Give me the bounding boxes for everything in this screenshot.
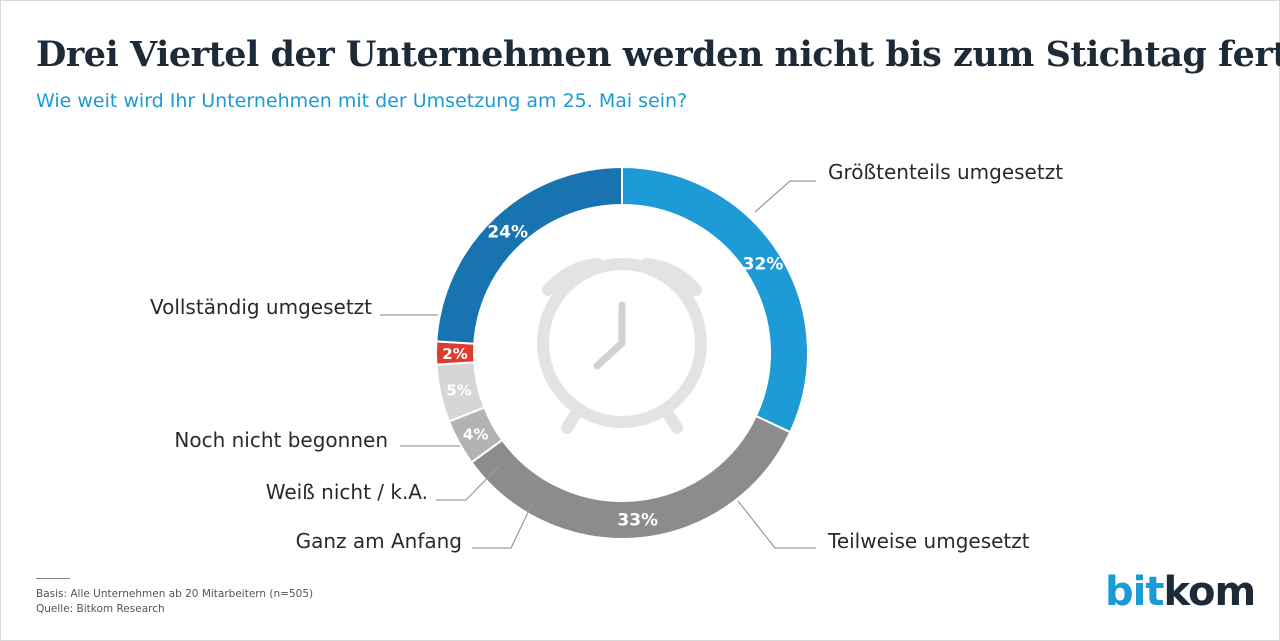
slice-vollstaendig-umgesetzt (435, 165, 623, 345)
chart-title: Drei Viertel der Unternehmen werden nich… (36, 34, 1280, 75)
value-label-teilweise-umgesetzt: 33% (617, 510, 658, 530)
logo-part-bit: bit (1105, 569, 1164, 615)
value-label-vollstaendig-umgesetzt: 24% (487, 222, 528, 242)
category-label-vollstaendig-umgesetzt: Vollständig umgesetzt (150, 295, 372, 319)
category-label-ganz-am-anfang: Ganz am Anfang (296, 529, 462, 553)
footer-rule (36, 578, 70, 579)
category-label-weiss-nicht-k-a: Weiß nicht / k.A. (266, 480, 428, 504)
bitkom-logo: bitkom (1105, 569, 1256, 615)
value-label-ganz-am-anfang: 4% (463, 425, 488, 443)
value-label-weiss-nicht-k-a: 5% (446, 381, 471, 399)
slice-groesstenteils-umgesetzt (621, 165, 809, 434)
category-label-teilweise-umgesetzt: Teilweise umgesetzt (827, 529, 1030, 553)
alarm-clock-icon (537, 258, 707, 434)
footnote-basis: Basis: Alle Unternehmen ab 20 Mitarbeite… (36, 588, 314, 600)
leader-line-ganz-am-anfang (472, 501, 534, 549)
footnote-source: Quelle: Bitkom Research (36, 603, 165, 615)
chart-subtitle: Wie weit wird Ihr Unternehmen mit der Um… (36, 90, 688, 112)
leader-line-groesstenteils-umgesetzt (754, 180, 816, 213)
value-label-noch-nicht-begonnen: 2% (442, 345, 467, 363)
value-label-groesstenteils-umgesetzt: 32% (743, 255, 784, 275)
category-label-groesstenteils-umgesetzt: Größtenteils umgesetzt (828, 160, 1063, 184)
leader-line-teilweise-umgesetzt (737, 500, 816, 549)
logo-part-kom: kom (1163, 569, 1256, 615)
category-label-noch-nicht-begonnen: Noch nicht begonnen (174, 428, 388, 452)
leader-line-weiss-nicht-k-a (436, 466, 499, 501)
